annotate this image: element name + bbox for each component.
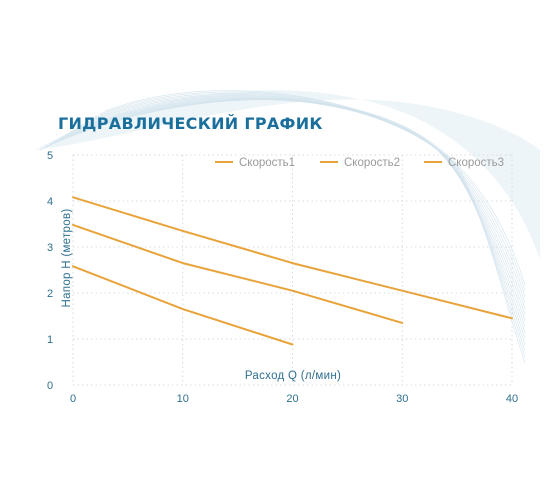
legend-label-1: Скорость1 <box>239 157 295 169</box>
wave-line <box>89 94 526 346</box>
series-line-1 <box>72 196 513 320</box>
grid <box>72 154 513 386</box>
legend: Скорость1 Скорость2 Скорость3 <box>215 157 504 169</box>
wave-line <box>99 91 526 358</box>
x-tick-labels: 0 10 20 30 40 <box>70 393 518 405</box>
y-axis-label: Напор Н (метров) <box>61 209 73 308</box>
wave-line <box>39 99 526 286</box>
y-tick-label: 1 <box>47 334 53 346</box>
y-tick-label: 4 <box>47 196 53 208</box>
series-line-2 <box>72 223 404 324</box>
y-tick-label: 5 <box>47 150 53 162</box>
y-tick-label: 2 <box>47 288 53 300</box>
series-line-3 <box>72 265 294 346</box>
x-axis-label: Расход Q (л/мин) <box>245 370 341 382</box>
x-tick-label: 0 <box>70 393 76 405</box>
x-tick-label: 30 <box>396 393 408 405</box>
wave-line <box>104 90 526 364</box>
legend-label-2: Скорость2 <box>344 157 400 169</box>
wave-line <box>44 99 526 292</box>
legend-label-3: Скорость3 <box>448 157 504 169</box>
y-tick-label: 0 <box>47 380 53 392</box>
x-tick-label: 40 <box>506 393 518 405</box>
wave-decoration <box>35 90 540 364</box>
series-lines <box>72 196 513 346</box>
x-tick-label: 20 <box>286 393 298 405</box>
y-tick-label: 3 <box>47 242 53 254</box>
wave-line <box>94 92 526 352</box>
x-tick-label: 10 <box>177 393 189 405</box>
chart-title: ГИДРАВЛИЧЕСКИЙ ГРАФИК <box>58 114 323 133</box>
y-tick-labels: 0 1 2 3 4 5 <box>47 150 53 392</box>
